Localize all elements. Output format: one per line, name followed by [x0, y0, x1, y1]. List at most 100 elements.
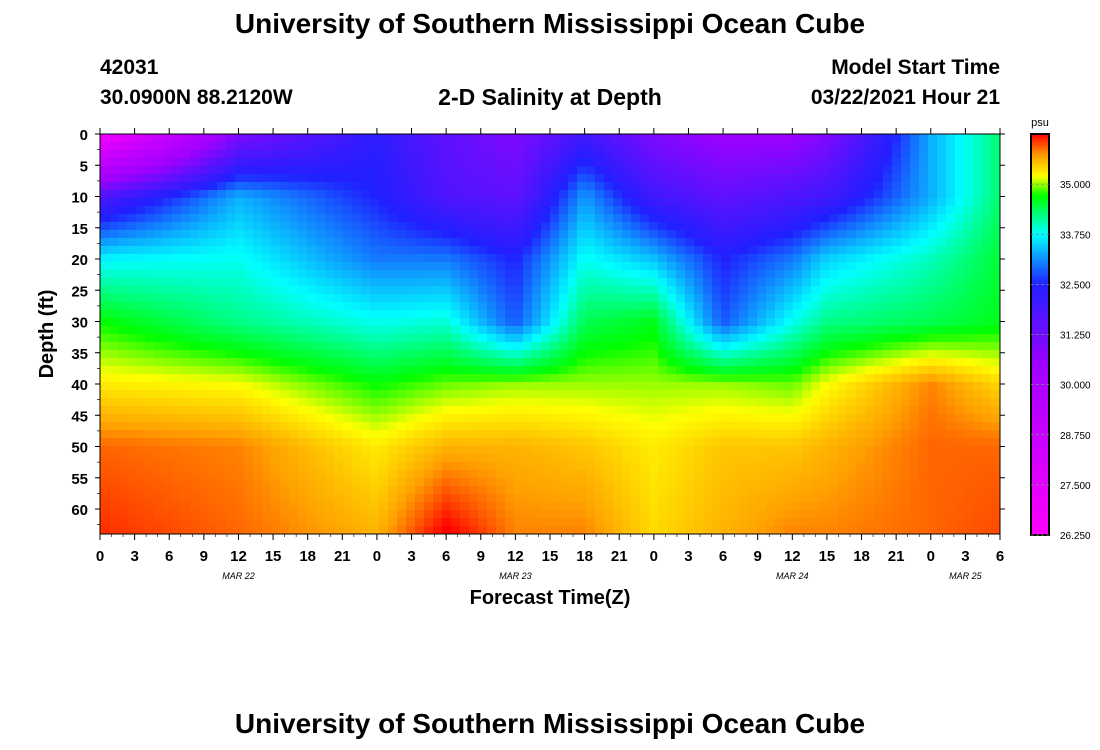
heatmap-cell: [217, 398, 227, 407]
heatmap-cell: [667, 406, 677, 415]
heatmap-cell: [379, 470, 389, 479]
heatmap-cell: [379, 278, 389, 287]
heatmap-cell: [586, 422, 596, 431]
heatmap-cell: [793, 342, 803, 351]
heatmap-cell: [649, 462, 659, 471]
heatmap-cell: [217, 358, 227, 367]
heatmap-cell: [793, 374, 803, 383]
heatmap-cell: [154, 214, 164, 223]
heatmap-cell: [676, 478, 686, 487]
heatmap-cell: [163, 150, 173, 159]
heatmap-cell: [766, 358, 776, 367]
heatmap-cell: [163, 382, 173, 391]
heatmap-cell: [712, 278, 722, 287]
heatmap-cell: [325, 318, 335, 327]
heatmap-cell: [649, 526, 659, 534]
heatmap-cell: [676, 454, 686, 463]
heatmap-cell: [604, 310, 614, 319]
heatmap-cell: [343, 438, 353, 447]
heatmap-cell: [343, 198, 353, 207]
heatmap-cell: [667, 526, 677, 534]
heatmap-cell: [424, 254, 434, 263]
heatmap-cell: [235, 214, 245, 223]
heatmap-cell: [901, 310, 911, 319]
heatmap-cell: [730, 478, 740, 487]
heatmap-cell: [280, 270, 290, 279]
heatmap-cell: [865, 222, 875, 231]
heatmap-cell: [658, 310, 668, 319]
heatmap-cell: [910, 494, 920, 503]
heatmap-cell: [829, 166, 839, 175]
heatmap-cell: [586, 158, 596, 167]
heatmap-cell: [487, 214, 497, 223]
heatmap-cell: [406, 374, 416, 383]
heatmap-cell: [154, 510, 164, 519]
heatmap-cell: [244, 198, 254, 207]
heatmap-cell: [505, 150, 515, 159]
heatmap-cell: [109, 206, 119, 215]
heatmap-cell: [928, 374, 938, 383]
heatmap-cell: [217, 470, 227, 479]
heatmap-cell: [271, 430, 281, 439]
heatmap-cell: [190, 462, 200, 471]
heatmap-cell: [397, 382, 407, 391]
heatmap-cell: [325, 182, 335, 191]
heatmap-cell: [622, 166, 632, 175]
heatmap-cell: [604, 318, 614, 327]
heatmap-cell: [604, 374, 614, 383]
heatmap-cell: [415, 214, 425, 223]
heatmap-cell: [775, 182, 785, 191]
heatmap-cell: [568, 438, 578, 447]
heatmap-cell: [946, 254, 956, 263]
heatmap-cell: [568, 166, 578, 175]
heatmap-cell: [505, 358, 515, 367]
heatmap-cell: [550, 454, 560, 463]
heatmap-cell: [343, 406, 353, 415]
heatmap-cell: [424, 430, 434, 439]
heatmap-cell: [730, 454, 740, 463]
heatmap-cell: [469, 222, 479, 231]
heatmap-cell: [217, 494, 227, 503]
heatmap-cell: [874, 230, 884, 239]
heatmap-cell: [946, 158, 956, 167]
heatmap-cell: [748, 198, 758, 207]
heatmap-cell: [874, 478, 884, 487]
heatmap-cell: [478, 142, 488, 151]
heatmap-cell: [379, 374, 389, 383]
heatmap-cell: [613, 134, 623, 143]
heatmap-cell: [280, 358, 290, 367]
heatmap-cell: [784, 510, 794, 519]
heatmap-cell: [685, 526, 695, 534]
heatmap-cell: [946, 190, 956, 199]
heatmap-cell: [622, 390, 632, 399]
heatmap-cell: [424, 318, 434, 327]
heatmap-cell: [217, 342, 227, 351]
heatmap-cell: [982, 286, 992, 295]
heatmap-cell: [775, 454, 785, 463]
heatmap-cell: [433, 134, 443, 143]
heatmap-cell: [271, 254, 281, 263]
heatmap-cell: [442, 502, 452, 511]
heatmap-cell: [289, 310, 299, 319]
heatmap-cell: [532, 254, 542, 263]
heatmap-cell: [847, 270, 857, 279]
heatmap-cell: [586, 150, 596, 159]
heatmap-cell: [487, 494, 497, 503]
heatmap-cell: [100, 390, 110, 399]
heatmap-cell: [775, 406, 785, 415]
heatmap-cell: [217, 310, 227, 319]
heatmap-cell: [559, 134, 569, 143]
heatmap-cell: [433, 470, 443, 479]
heatmap-cell: [505, 262, 515, 271]
heatmap-cell: [856, 214, 866, 223]
heatmap-cell: [334, 238, 344, 247]
heatmap-cell: [631, 430, 641, 439]
heatmap-cell: [208, 158, 218, 167]
heatmap-cell: [820, 262, 830, 271]
heatmap-cell: [802, 142, 812, 151]
heatmap-cell: [334, 278, 344, 287]
heatmap-cell: [856, 438, 866, 447]
heatmap-cell: [271, 158, 281, 167]
heatmap-cell: [397, 302, 407, 311]
heatmap-cell: [820, 510, 830, 519]
